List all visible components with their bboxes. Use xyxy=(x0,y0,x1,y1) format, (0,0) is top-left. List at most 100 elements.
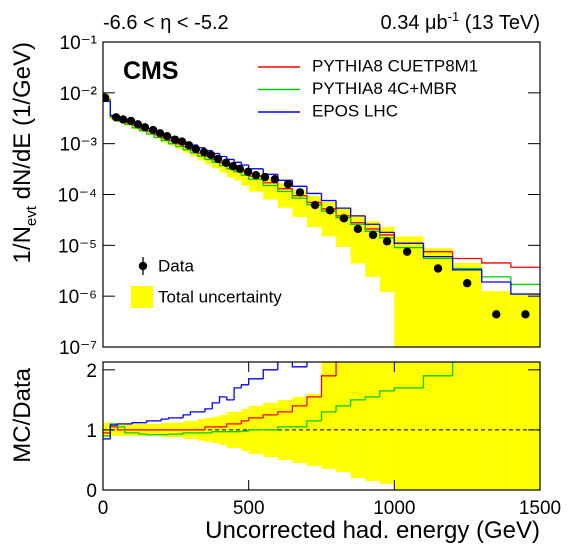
plot-area xyxy=(103,129,540,490)
mc-histogram xyxy=(262,414,278,418)
mc-histogram xyxy=(393,232,424,244)
legend-swatch xyxy=(138,261,148,271)
mc-histogram xyxy=(262,179,278,187)
uncertainty-band xyxy=(379,226,395,293)
mc-histogram xyxy=(226,156,235,161)
mc-histogram xyxy=(277,174,293,181)
mc-histogram xyxy=(175,143,184,148)
mc-histogram xyxy=(248,165,264,170)
data-point xyxy=(295,188,305,197)
plot-area xyxy=(103,93,540,347)
uncertainty-band xyxy=(292,189,307,218)
data-point xyxy=(206,150,216,160)
mc-histogram xyxy=(349,217,366,225)
y-tick-label: 10⁻¹ xyxy=(60,33,98,54)
mc-histogram xyxy=(364,396,380,400)
data-point xyxy=(228,162,238,171)
mc-histogram xyxy=(306,186,322,195)
data-point xyxy=(191,144,201,154)
legend-label: Total uncertainty xyxy=(158,287,282,306)
mc-histogram xyxy=(393,387,424,391)
y-title-main: 1/N xyxy=(9,226,36,263)
uncertainty-band xyxy=(481,362,511,490)
mc-histogram xyxy=(291,191,307,199)
y-tick-label: 10⁻⁵ xyxy=(58,236,97,257)
mc-histogram xyxy=(262,369,278,379)
mc-histogram xyxy=(240,162,249,166)
data-point xyxy=(402,247,412,256)
mc-histogram xyxy=(248,429,264,432)
uncertainty-band xyxy=(321,362,337,469)
y-axis-title: 1/Nevt dN/dE (1/GeV) xyxy=(9,42,40,263)
mc-histogram xyxy=(291,180,307,187)
x-tick-label: 500 xyxy=(233,498,265,519)
mc-histogram xyxy=(320,411,337,421)
data-point xyxy=(199,147,209,157)
mc-histogram xyxy=(335,405,351,412)
mc-histogram xyxy=(233,387,242,400)
data-point xyxy=(148,125,158,135)
mc-histogram xyxy=(291,362,307,368)
y-tick-label: 10⁻⁶ xyxy=(58,287,97,308)
data-point xyxy=(433,264,443,273)
data-point xyxy=(133,120,143,129)
mc-histogram xyxy=(320,375,337,397)
mc-histogram xyxy=(124,426,133,434)
mc-histogram xyxy=(510,262,540,268)
mc-histogram xyxy=(481,268,511,278)
y-title-sub: evt xyxy=(23,205,40,226)
mc-histogram xyxy=(240,430,249,432)
mc-histogram xyxy=(510,281,540,295)
uncertainty-band xyxy=(510,294,540,347)
mc-histogram xyxy=(451,251,482,260)
uncertainty-band xyxy=(336,362,351,472)
uncertainty-band xyxy=(306,196,322,227)
mc-histogram xyxy=(248,417,264,421)
mc-histogram xyxy=(277,411,293,415)
mc-histogram xyxy=(510,276,540,286)
cms-label: CMS xyxy=(123,57,179,85)
mc-histogram xyxy=(482,129,511,249)
uncertainty-band xyxy=(452,262,482,347)
data-point xyxy=(162,132,172,141)
mc-histogram xyxy=(153,133,162,139)
mc-histogram xyxy=(204,426,213,430)
mc-histogram xyxy=(248,378,264,385)
lumi-rest: (13 TeV) xyxy=(459,12,540,34)
mc-histogram xyxy=(336,310,351,334)
uncertainty-band xyxy=(212,158,220,169)
x-tick-label: 1500 xyxy=(519,498,561,519)
data-point xyxy=(243,167,253,176)
uncertainty-band xyxy=(365,362,380,481)
panel-frame xyxy=(102,361,541,491)
data-point xyxy=(521,310,530,319)
mc-histogram xyxy=(138,432,147,435)
uncertainty-band xyxy=(226,163,235,178)
data-point xyxy=(213,154,223,164)
mc-histogram xyxy=(335,362,337,376)
legend-swatch xyxy=(131,286,153,308)
mc-histogram xyxy=(211,402,220,409)
data-point xyxy=(283,179,293,189)
mc-histogram xyxy=(167,140,176,145)
mc-histogram xyxy=(306,362,308,367)
lumi: 0.34 μb xyxy=(381,12,448,34)
y-tick-label: 10⁻⁷ xyxy=(59,338,97,359)
mc-histogram xyxy=(451,256,482,271)
uncertainty-band xyxy=(350,362,366,478)
mc-histogram xyxy=(248,175,264,180)
mc-histogram xyxy=(240,384,249,388)
data-point xyxy=(126,116,136,126)
mc-histogram xyxy=(349,208,366,217)
mc-histogram xyxy=(204,408,213,412)
mc-histogram xyxy=(167,417,176,420)
mc-histogram xyxy=(146,420,154,423)
mc-histogram xyxy=(379,224,395,234)
data-point xyxy=(260,172,270,182)
mc-histogram xyxy=(451,362,454,376)
lumi-exp: -1 xyxy=(448,9,460,24)
mc-histogram xyxy=(306,420,322,427)
data-point xyxy=(155,129,165,138)
mc-histogram xyxy=(277,426,293,430)
legend-label: Data xyxy=(158,256,194,275)
